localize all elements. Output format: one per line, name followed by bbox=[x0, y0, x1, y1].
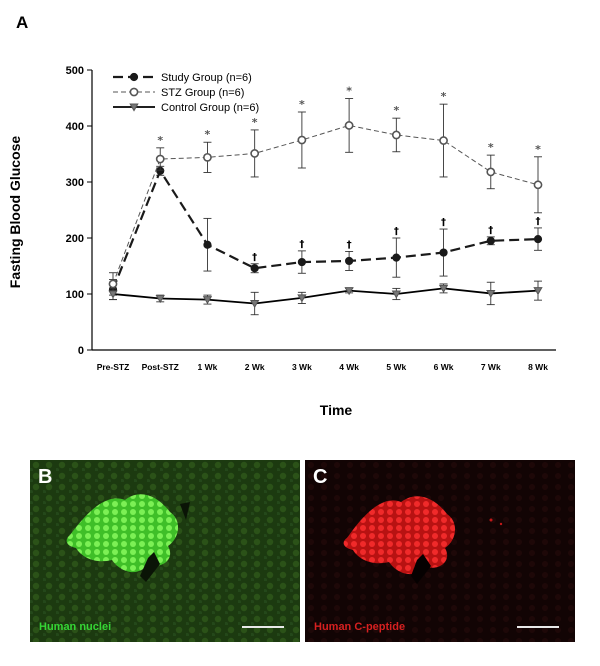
data-point bbox=[486, 167, 496, 177]
red-fluorescence-image bbox=[305, 460, 575, 642]
x-tick-label: 5 Wk bbox=[386, 362, 406, 372]
data-point bbox=[439, 248, 448, 257]
significance-mark: * bbox=[252, 116, 258, 129]
significance-mark: * bbox=[157, 134, 163, 147]
data-point bbox=[203, 240, 212, 249]
data-point bbox=[108, 290, 118, 299]
panel-c-letter: C bbox=[313, 466, 328, 488]
significance-mark: * bbox=[441, 90, 447, 103]
series-2 bbox=[108, 280, 543, 316]
significance-mark: † bbox=[252, 252, 257, 263]
significance-mark: * bbox=[535, 143, 541, 156]
legend-marker bbox=[129, 103, 139, 112]
data-point bbox=[344, 287, 354, 296]
micrograph-human-c-peptide: C Human C-peptide bbox=[305, 460, 575, 642]
data-point bbox=[250, 300, 260, 309]
legend-marker bbox=[129, 87, 139, 97]
y-ticks: 0 100 200 300 400 500 bbox=[66, 65, 92, 357]
x-tick-label: 8 Wk bbox=[528, 362, 548, 372]
y-tick-label: 100 bbox=[66, 289, 84, 301]
data-point bbox=[486, 236, 495, 245]
data-point bbox=[438, 284, 449, 294]
data-point bbox=[203, 152, 212, 162]
data-point bbox=[533, 235, 543, 244]
panel-b-caption: Human nuclei bbox=[39, 621, 112, 633]
x-tick-label: 7 Wk bbox=[481, 362, 501, 372]
significance-mark: † bbox=[299, 239, 304, 250]
y-tick-label: 200 bbox=[66, 233, 84, 245]
x-tick-label: 3 Wk bbox=[292, 362, 312, 372]
data-point bbox=[533, 180, 543, 190]
significance-mark: † bbox=[441, 217, 446, 228]
series-line bbox=[112, 124, 539, 285]
chart-axes bbox=[91, 70, 556, 351]
series-layer: † † † † † † † * * * * * * * * * bbox=[108, 85, 543, 316]
y-tick-label: 300 bbox=[66, 177, 84, 189]
significance-mark: † bbox=[347, 239, 352, 250]
significance-mark: * bbox=[346, 85, 352, 98]
panel-a-letter: A bbox=[16, 13, 28, 32]
micrograph-human-nuclei: B Human nuclei bbox=[30, 460, 300, 642]
panel-c-caption: Human C-peptide bbox=[314, 621, 406, 633]
x-tick-label: Pre-STZ bbox=[97, 362, 130, 372]
x-tick-label: 1 Wk bbox=[198, 362, 218, 372]
data-point bbox=[250, 264, 259, 273]
scale-bar bbox=[242, 626, 284, 628]
x-tick-label: 2 Wk bbox=[245, 362, 265, 372]
data-point bbox=[297, 135, 307, 145]
glucose-chart: A 0 100 200 300 400 500 Pre-STZ Post-STZ 1 Wk 2 … bbox=[7, 13, 556, 418]
x-axis-label: Time bbox=[320, 402, 353, 418]
data-point bbox=[486, 289, 496, 299]
data-point bbox=[533, 287, 543, 296]
data-point bbox=[250, 149, 260, 158]
data-point bbox=[345, 256, 354, 266]
data-point bbox=[344, 121, 354, 130]
significance-mark: † bbox=[536, 216, 541, 227]
significance-mark: * bbox=[299, 98, 305, 111]
significance-mark: * bbox=[393, 104, 399, 117]
green-fluorescence-image bbox=[30, 460, 300, 642]
series-line bbox=[111, 168, 539, 290]
x-tick-label: 6 Wk bbox=[434, 362, 454, 372]
series-line bbox=[112, 287, 539, 305]
data-point bbox=[391, 130, 401, 140]
legend-marker bbox=[129, 72, 139, 82]
data-point bbox=[202, 296, 213, 305]
y-tick-label: 500 bbox=[66, 65, 84, 77]
x-tick-label: 4 Wk bbox=[339, 362, 359, 372]
y-tick-label: 0 bbox=[78, 345, 84, 357]
data-point bbox=[297, 257, 306, 267]
legend-label: STZ Group (n=6) bbox=[161, 87, 244, 99]
data-point bbox=[392, 253, 401, 262]
data-point bbox=[391, 290, 401, 299]
panel-b-letter: B bbox=[38, 466, 53, 488]
legend-label: Study Group (n=6) bbox=[161, 72, 252, 84]
data-point bbox=[155, 294, 165, 304]
x-categories: Pre-STZ Post-STZ 1 Wk 2 Wk 3 Wk 4 Wk 5 Wk 6 Wk 7… bbox=[97, 362, 548, 372]
significance-mark: * bbox=[205, 128, 211, 141]
data-point bbox=[439, 136, 448, 145]
data-point bbox=[108, 279, 118, 289]
x-tick-label: Post-STZ bbox=[142, 362, 179, 372]
y-axis-label: Fasting Blood Glucose bbox=[7, 136, 23, 289]
significance-mark: * bbox=[488, 141, 494, 154]
legend-label: Control Group (n=6) bbox=[161, 102, 259, 114]
y-tick-label: 400 bbox=[66, 121, 84, 133]
data-point bbox=[155, 154, 165, 164]
significance-mark: † bbox=[394, 226, 399, 237]
series-0: † † † † † † † bbox=[108, 165, 543, 301]
significance-mark: † bbox=[488, 225, 493, 236]
legend: Study Group (n=6) STZ Group (n=6) Control … bbox=[113, 72, 259, 114]
data-point bbox=[297, 294, 307, 303]
series-1: * * * * * * * * * bbox=[108, 85, 543, 296]
scale-bar bbox=[517, 626, 559, 628]
